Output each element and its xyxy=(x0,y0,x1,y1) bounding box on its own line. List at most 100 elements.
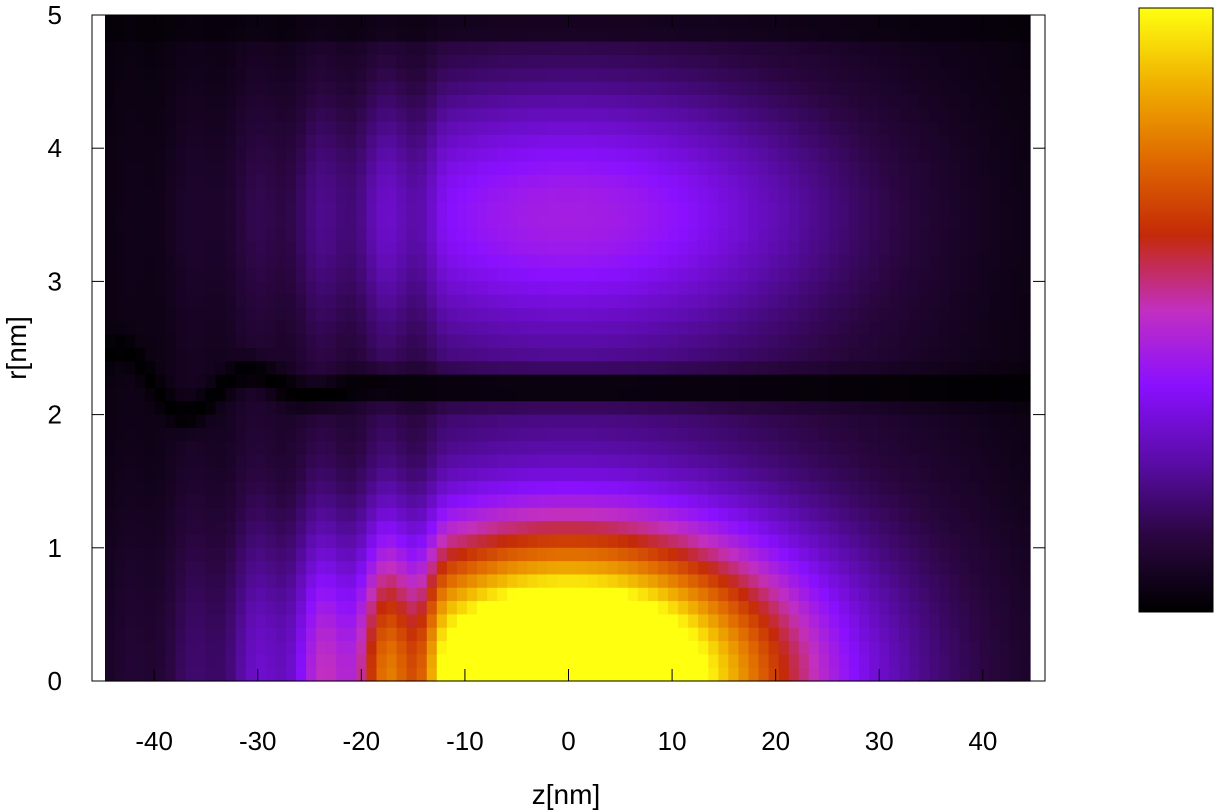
heatmap-cell xyxy=(376,401,388,416)
heatmap-cell xyxy=(999,294,1011,309)
heatmap-cell xyxy=(909,427,920,442)
y-tick-label: 4 xyxy=(48,133,62,163)
heatmap-cell xyxy=(778,441,790,456)
heatmap-cell xyxy=(637,454,649,469)
heatmap-cell xyxy=(859,41,870,56)
heatmap-cell xyxy=(487,188,498,203)
heatmap-cell xyxy=(285,348,297,362)
heatmap-cell xyxy=(859,188,870,203)
heatmap-cell xyxy=(507,214,518,229)
heatmap-cell xyxy=(808,54,820,69)
heatmap-cell xyxy=(668,494,679,509)
heatmap-cell xyxy=(919,41,931,56)
heatmap-cell xyxy=(698,228,709,243)
heatmap-cell xyxy=(738,28,750,43)
heatmap-cell xyxy=(215,414,227,429)
heatmap-cell xyxy=(416,54,428,69)
heatmap-cell xyxy=(185,28,197,43)
heatmap-cell xyxy=(708,614,719,629)
heatmap-cell xyxy=(456,561,468,576)
heatmap-cell xyxy=(859,254,870,269)
heatmap-cell xyxy=(1009,41,1021,56)
heatmap-cell xyxy=(838,148,850,163)
heatmap-cell xyxy=(487,561,498,576)
heatmap-cell xyxy=(758,374,770,389)
heatmap-cell xyxy=(678,108,689,123)
heatmap-cell xyxy=(637,148,649,163)
heatmap-cell xyxy=(939,467,951,482)
heatmap-cell xyxy=(889,587,900,602)
heatmap-cell xyxy=(959,427,971,442)
heatmap-cell xyxy=(849,254,860,269)
heatmap-cell xyxy=(507,667,518,682)
heatmap-cell xyxy=(758,321,770,336)
heatmap-cell xyxy=(597,534,609,549)
heatmap-cell xyxy=(175,68,187,83)
heatmap-cell xyxy=(728,268,740,282)
heatmap-cell xyxy=(668,614,679,629)
heatmap-cell xyxy=(115,601,126,615)
heatmap-cell xyxy=(115,361,126,376)
heatmap-cell xyxy=(346,641,357,655)
heatmap-cell xyxy=(527,308,538,322)
heatmap-cell xyxy=(989,454,1001,469)
heatmap-cell xyxy=(155,654,166,669)
heatmap-cell xyxy=(959,601,971,615)
heatmap-cell xyxy=(456,28,468,43)
heatmap-cell xyxy=(517,534,528,549)
heatmap-cell xyxy=(436,494,448,509)
heatmap-cell xyxy=(346,387,357,402)
heatmap-cell xyxy=(416,281,428,296)
heatmap-cell xyxy=(979,254,991,269)
heatmap-cell xyxy=(456,321,468,336)
heatmap-cell xyxy=(456,534,468,549)
heatmap-cell xyxy=(718,268,729,282)
heatmap-cell xyxy=(718,201,729,216)
heatmap-cell xyxy=(436,507,448,522)
heatmap-cell xyxy=(456,627,468,642)
heatmap-cell xyxy=(497,254,508,269)
heatmap-cell xyxy=(265,188,277,203)
heatmap-cell xyxy=(376,414,388,429)
heatmap-cell xyxy=(376,334,388,349)
heatmap-cell xyxy=(195,494,207,509)
heatmap-cell xyxy=(708,574,719,589)
heatmap-cell xyxy=(708,161,719,176)
heatmap-cell xyxy=(537,15,548,29)
heatmap-cell xyxy=(366,361,378,376)
heatmap-cell xyxy=(939,308,951,322)
heatmap-cell xyxy=(587,321,599,336)
heatmap-cell xyxy=(577,627,589,642)
heatmap-cell xyxy=(1019,401,1031,416)
heatmap-cell xyxy=(195,161,207,176)
heatmap-cell xyxy=(818,188,830,203)
heatmap-cell xyxy=(758,561,770,576)
heatmap-cell xyxy=(768,561,780,576)
heatmap-cell xyxy=(828,601,840,615)
heatmap-cell xyxy=(748,54,760,69)
heatmap-cell xyxy=(326,161,337,176)
heatmap-cell xyxy=(145,294,156,309)
heatmap-cell xyxy=(859,28,870,43)
heatmap-cell xyxy=(818,414,830,429)
heatmap-cell xyxy=(547,81,559,96)
heatmap-cell xyxy=(245,587,257,602)
heatmap-cell xyxy=(436,81,448,96)
heatmap-cell xyxy=(567,241,579,256)
heatmap-cell xyxy=(738,521,750,536)
heatmap-cell xyxy=(979,627,991,642)
x-tick-label: 20 xyxy=(761,726,790,756)
heatmap-cell xyxy=(939,481,951,496)
heatmap-cell xyxy=(798,641,810,655)
heatmap-cell xyxy=(416,507,428,522)
heatmap-cell xyxy=(597,467,609,482)
heatmap-cell xyxy=(376,667,388,682)
heatmap-cell xyxy=(798,201,810,216)
heatmap-cell xyxy=(617,15,629,29)
heatmap-cell xyxy=(909,334,920,349)
heatmap-cell xyxy=(406,121,418,136)
heatmap-cell xyxy=(929,494,941,509)
heatmap-cell xyxy=(497,54,508,69)
heatmap-cell xyxy=(376,441,388,456)
heatmap-cell xyxy=(678,441,689,456)
